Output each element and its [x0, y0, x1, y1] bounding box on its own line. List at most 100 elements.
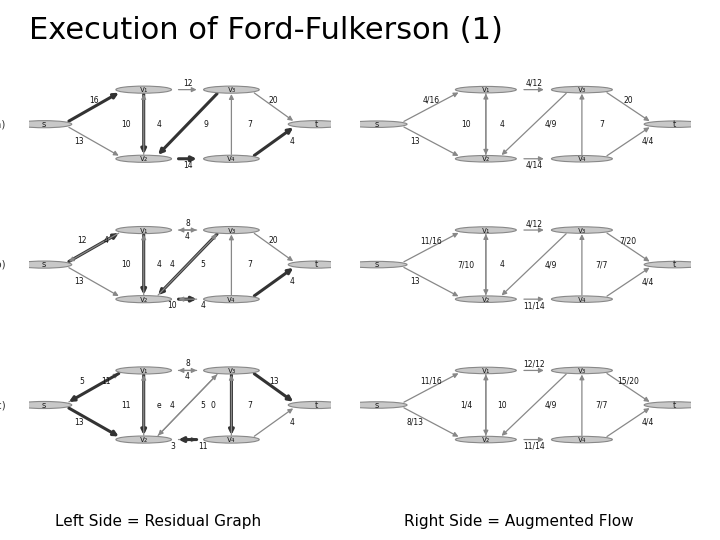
Text: 4/12: 4/12 [526, 79, 542, 87]
Ellipse shape [116, 295, 171, 303]
Ellipse shape [16, 261, 72, 268]
Ellipse shape [204, 436, 259, 443]
Text: 4: 4 [500, 260, 505, 269]
Text: 1/4: 1/4 [460, 401, 472, 409]
Ellipse shape [204, 226, 259, 234]
Text: t: t [673, 260, 676, 269]
Text: 15/20: 15/20 [617, 377, 639, 386]
Text: 13: 13 [74, 278, 84, 286]
Text: 10: 10 [462, 120, 471, 129]
Ellipse shape [644, 402, 705, 408]
Text: 4: 4 [185, 373, 190, 381]
Ellipse shape [16, 401, 72, 409]
Ellipse shape [552, 296, 613, 302]
Text: v₁: v₁ [482, 226, 490, 234]
Text: v₂: v₂ [482, 295, 490, 303]
Text: 4/16: 4/16 [423, 96, 440, 105]
Ellipse shape [204, 367, 259, 374]
Ellipse shape [455, 156, 516, 162]
Text: v₂: v₂ [140, 435, 148, 444]
Text: s: s [374, 260, 379, 269]
Text: 4: 4 [170, 401, 175, 409]
Text: v₄: v₄ [227, 295, 235, 303]
Text: 4: 4 [500, 120, 505, 129]
Text: v₄: v₄ [577, 435, 586, 444]
Text: 4/9: 4/9 [544, 401, 557, 409]
Ellipse shape [116, 155, 171, 163]
Text: 4/12: 4/12 [526, 219, 542, 228]
Text: 13: 13 [410, 278, 420, 286]
Text: 4: 4 [104, 237, 108, 245]
Text: 7/7: 7/7 [595, 260, 608, 269]
Text: v₄: v₄ [227, 154, 235, 163]
Text: 10: 10 [121, 120, 130, 129]
Text: v₁: v₁ [140, 85, 148, 94]
Ellipse shape [204, 155, 259, 163]
Text: (a): (a) [0, 119, 6, 129]
Text: Execution of Ford-Fulkerson (1): Execution of Ford-Fulkerson (1) [29, 16, 503, 45]
Text: 5: 5 [200, 260, 205, 269]
Ellipse shape [455, 227, 516, 233]
Text: v₄: v₄ [577, 295, 586, 303]
Text: 7: 7 [247, 401, 252, 409]
Text: v₃: v₃ [228, 366, 235, 375]
Text: s: s [42, 260, 46, 269]
Ellipse shape [552, 367, 613, 374]
Text: 11: 11 [102, 377, 111, 386]
Text: 4: 4 [156, 120, 161, 129]
Ellipse shape [116, 436, 171, 443]
Text: 4/4: 4/4 [642, 137, 654, 146]
Ellipse shape [204, 86, 259, 93]
Ellipse shape [16, 120, 72, 128]
Text: 11: 11 [121, 401, 130, 409]
Text: 9: 9 [203, 120, 208, 129]
Text: 8: 8 [185, 360, 190, 368]
Text: 16: 16 [89, 96, 99, 105]
Ellipse shape [552, 86, 613, 93]
Text: v₃: v₃ [577, 85, 586, 94]
Text: 7/20: 7/20 [620, 237, 636, 245]
Text: v₁: v₁ [482, 366, 490, 375]
Text: 11/16: 11/16 [420, 237, 442, 245]
Text: Right Side = Augmented Flow: Right Side = Augmented Flow [404, 514, 633, 529]
Text: v₃: v₃ [577, 226, 586, 234]
Text: 4/9: 4/9 [544, 120, 557, 129]
Text: 12/12: 12/12 [523, 360, 545, 368]
Text: 20: 20 [269, 237, 279, 245]
Text: 7/10: 7/10 [457, 260, 474, 269]
Ellipse shape [644, 121, 705, 127]
Text: 11/14: 11/14 [523, 301, 545, 310]
Ellipse shape [455, 296, 516, 302]
Text: 11: 11 [198, 442, 207, 450]
Ellipse shape [288, 120, 344, 128]
Text: 4: 4 [289, 418, 294, 427]
Text: v₃: v₃ [577, 366, 586, 375]
Text: v₄: v₄ [577, 154, 586, 163]
Text: s: s [374, 120, 379, 129]
Ellipse shape [346, 402, 407, 408]
Text: 4: 4 [185, 232, 190, 241]
Text: v₃: v₃ [228, 85, 235, 94]
Text: 20: 20 [269, 96, 279, 105]
Text: 13: 13 [410, 137, 420, 146]
Text: v₂: v₂ [140, 295, 148, 303]
Text: v₄: v₄ [227, 435, 235, 444]
Text: 13: 13 [74, 137, 84, 146]
Text: 4: 4 [200, 301, 205, 310]
Ellipse shape [552, 436, 613, 443]
Text: 4/9: 4/9 [544, 260, 557, 269]
Ellipse shape [116, 226, 171, 234]
Text: 8: 8 [185, 219, 190, 228]
Ellipse shape [288, 401, 344, 409]
Text: 11/16: 11/16 [420, 377, 442, 386]
Ellipse shape [346, 261, 407, 268]
Text: t: t [315, 120, 318, 129]
Text: 0: 0 [211, 401, 216, 409]
Text: 4: 4 [289, 137, 294, 146]
Text: t: t [315, 260, 318, 269]
Text: 4/4: 4/4 [642, 278, 654, 286]
Text: 13: 13 [269, 377, 279, 386]
Ellipse shape [552, 227, 613, 233]
Text: 5: 5 [79, 377, 84, 386]
Text: v₃: v₃ [228, 226, 235, 234]
